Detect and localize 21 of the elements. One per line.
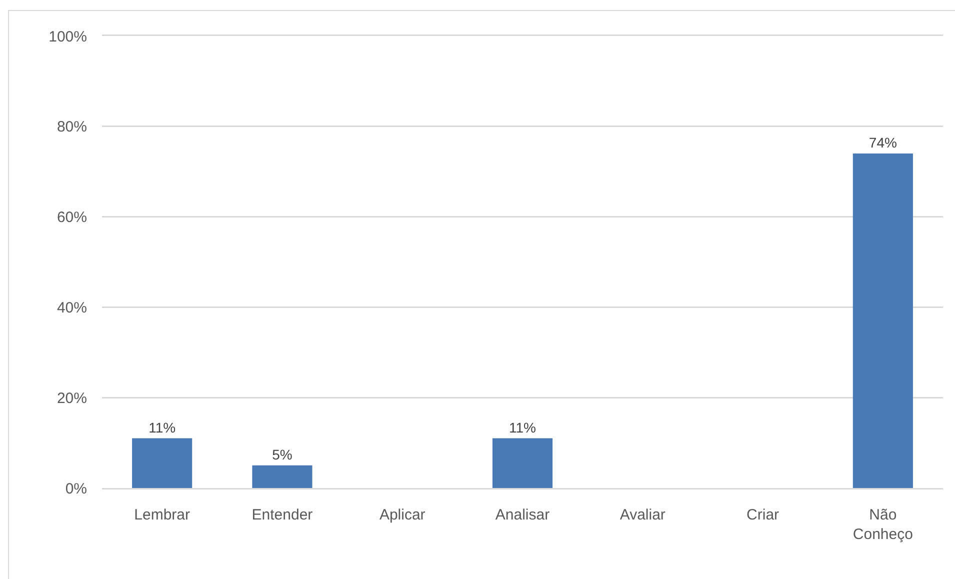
y-tick-label: 40% xyxy=(56,299,87,316)
y-tick-label: 80% xyxy=(56,118,87,136)
x-tick-label: Avaliar xyxy=(620,506,666,524)
bar xyxy=(252,465,312,488)
data-label: 11% xyxy=(509,419,536,436)
x-tick-label: Não Conheço xyxy=(852,506,913,543)
x-tick-label: Criar xyxy=(746,506,780,524)
x-tick-label: Analisar xyxy=(495,506,550,524)
y-tick-label: 0% xyxy=(65,480,87,498)
bar xyxy=(492,438,553,488)
bar xyxy=(852,154,913,488)
bar xyxy=(132,438,192,488)
x-tick-label: Aplicar xyxy=(379,506,426,524)
y-tick-label: 60% xyxy=(56,209,87,226)
data-label: 74% xyxy=(868,134,897,151)
data-label: 5% xyxy=(272,446,292,462)
y-tick-label: 100% xyxy=(48,28,87,46)
x-tick-label: Entender xyxy=(252,506,313,524)
x-tick-label: Lembrar xyxy=(134,506,190,524)
y-tick-label: 20% xyxy=(56,390,87,407)
data-label: 11% xyxy=(148,419,176,436)
